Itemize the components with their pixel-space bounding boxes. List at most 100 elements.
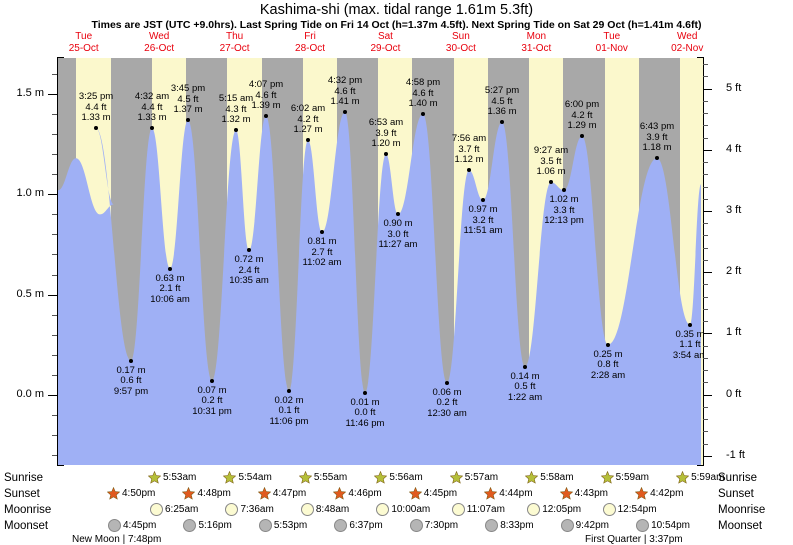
day-header-date: 26-Oct [144, 43, 175, 54]
moonrise-entry-time: 10:00am [391, 504, 431, 515]
y-tick-minor-left [52, 74, 57, 76]
tide-label-line: 3.9 ft [646, 131, 668, 143]
tide-low-point[interactable] [481, 198, 485, 203]
tide-low-point[interactable] [523, 364, 527, 369]
tide-label-line: 1.18 m [642, 142, 672, 154]
tide-low-label: 0.07 m 0.2 ft 10:31 pm [192, 384, 232, 418]
plot-bottom-right-tick [697, 465, 704, 466]
y-tick-major-right [703, 272, 712, 274]
tide-label-line: 3:25 pm [78, 91, 114, 103]
sunset-star-icon [559, 486, 573, 500]
tide-label-line: 0.02 m [274, 394, 304, 406]
tide-label-line: 1.12 m [454, 154, 484, 166]
tide-label-line: 0.2 ft [201, 395, 223, 407]
moonrise-entry: 6:25am [150, 503, 198, 516]
tide-label-line: 1.32 m [221, 114, 251, 126]
moonset-row-label-right: Moonset [718, 520, 763, 532]
tide-high-point[interactable] [306, 138, 310, 143]
y-tick-minor-right [703, 345, 708, 347]
tide-high-point[interactable] [234, 128, 238, 133]
tide-label-line: 9:27 am [533, 145, 569, 157]
tide-label-line: 4.5 ft [491, 95, 513, 107]
moonrise-entry: 12:54pm [602, 503, 657, 516]
tide-label-line: 3.0 ft [387, 228, 409, 240]
y-tick-major-left [48, 194, 57, 196]
tide-label-line: 1.27 m [293, 124, 323, 136]
y-tick-minor-right [703, 198, 708, 200]
tide-high-point[interactable] [343, 110, 347, 115]
tide-low-point[interactable] [445, 380, 449, 385]
tide-high-point[interactable] [549, 180, 553, 185]
moonrise-entry: 7:36am [225, 503, 274, 516]
tide-label-line: 12:13 pm [544, 215, 584, 227]
y-tick-minor-left [52, 434, 57, 436]
sunset-entry-time: 4:47pm [272, 488, 307, 499]
tide-label-line: 4:07 pm [248, 79, 284, 91]
tide-high-point[interactable] [150, 126, 154, 131]
tide-high-point[interactable] [580, 134, 584, 139]
day-header: Wed 26-Oct [121, 31, 196, 57]
moonrise-dot-icon [451, 503, 465, 516]
y-tick-minor-right [703, 443, 708, 445]
moonset-dot-icon [258, 519, 272, 532]
tide-label-line: 5:15 am [218, 93, 254, 105]
tide-label-line: 2.7 ft [311, 246, 333, 258]
tide-high-point[interactable] [186, 118, 190, 123]
y-tick-minor-right [703, 259, 708, 261]
y-tick-minor-left [52, 174, 57, 176]
moonrise-entry: 10:00am [376, 503, 430, 516]
tide-low-point[interactable] [562, 188, 566, 193]
sunset-entry: 4:48pm [182, 486, 231, 500]
tide-label-line: 5:27 pm [484, 85, 520, 97]
y-tick-minor-left [52, 354, 57, 356]
y-tick-minor-right [703, 223, 708, 225]
moonset-dot-icon [485, 519, 499, 532]
tide-label-line: 6:43 pm [639, 121, 675, 133]
moonrise-entry-time: 11:07am [466, 504, 505, 515]
sunrise-star-icon [374, 470, 388, 484]
tide-low-point[interactable] [129, 358, 133, 363]
moonrise-row-label-left: Moonrise [4, 504, 52, 516]
day-header-date: 28-Oct [295, 43, 326, 54]
sunrise-entry-time: 5:57am [464, 472, 499, 483]
tide-high-point[interactable] [384, 152, 388, 157]
tide-high-label: 7:56 am 3.7 ft 1.12 m [452, 134, 486, 166]
moonset-dot-icon [334, 519, 348, 532]
tide-low-point[interactable] [606, 342, 610, 347]
tide-low-point[interactable] [247, 248, 251, 253]
tide-low-point[interactable] [210, 378, 214, 383]
tide-label-line: 0.07 m [197, 384, 227, 396]
tide-low-point[interactable] [287, 388, 291, 393]
moonrise-entry: 12:05pm [527, 503, 581, 516]
moonset-entry-time: 7:30pm [424, 520, 459, 531]
moonrise-row-label-right: Moonrise [718, 504, 766, 516]
moonset-entry: 4:45pm [108, 519, 156, 532]
sunrise-entry: 5:57am [449, 470, 499, 484]
tide-high-point[interactable] [500, 120, 504, 125]
tide-high-point[interactable] [467, 168, 471, 173]
tide-high-point[interactable] [264, 114, 268, 119]
tide-high-point[interactable] [655, 156, 659, 161]
y-tick-minor-right [703, 247, 708, 249]
tide-label-line: 4.6 ft [255, 89, 277, 101]
moonset-entry-time: 10:54pm [651, 520, 690, 531]
tide-low-point[interactable] [320, 230, 324, 235]
tide-low-point[interactable] [363, 390, 367, 395]
tide-low-label: 0.72 m 2.4 ft 10:35 am [229, 255, 269, 287]
tide-high-point[interactable] [94, 126, 98, 131]
tide-low-point[interactable] [396, 212, 400, 217]
plot-top-left-tick [57, 57, 64, 58]
tide-high-point[interactable] [421, 112, 425, 117]
y-tick-minor-right [703, 321, 708, 323]
tide-label-line: 3:45 pm [170, 83, 206, 95]
tide-low-point[interactable] [168, 266, 172, 271]
tide-label-line: 1.39 m [251, 100, 281, 112]
y-tick-minor-right [703, 174, 708, 176]
tide-low-point[interactable] [688, 322, 692, 327]
moonrise-entry-time: 12:54pm [617, 504, 657, 515]
tide-label-line: 0.17 m [116, 364, 146, 376]
y-tick-minor-right [703, 419, 708, 421]
tide-label-line: 0.8 ft [597, 359, 619, 371]
y-tick-minor-left [52, 254, 57, 256]
tide-label-line: 3.7 ft [458, 143, 480, 155]
